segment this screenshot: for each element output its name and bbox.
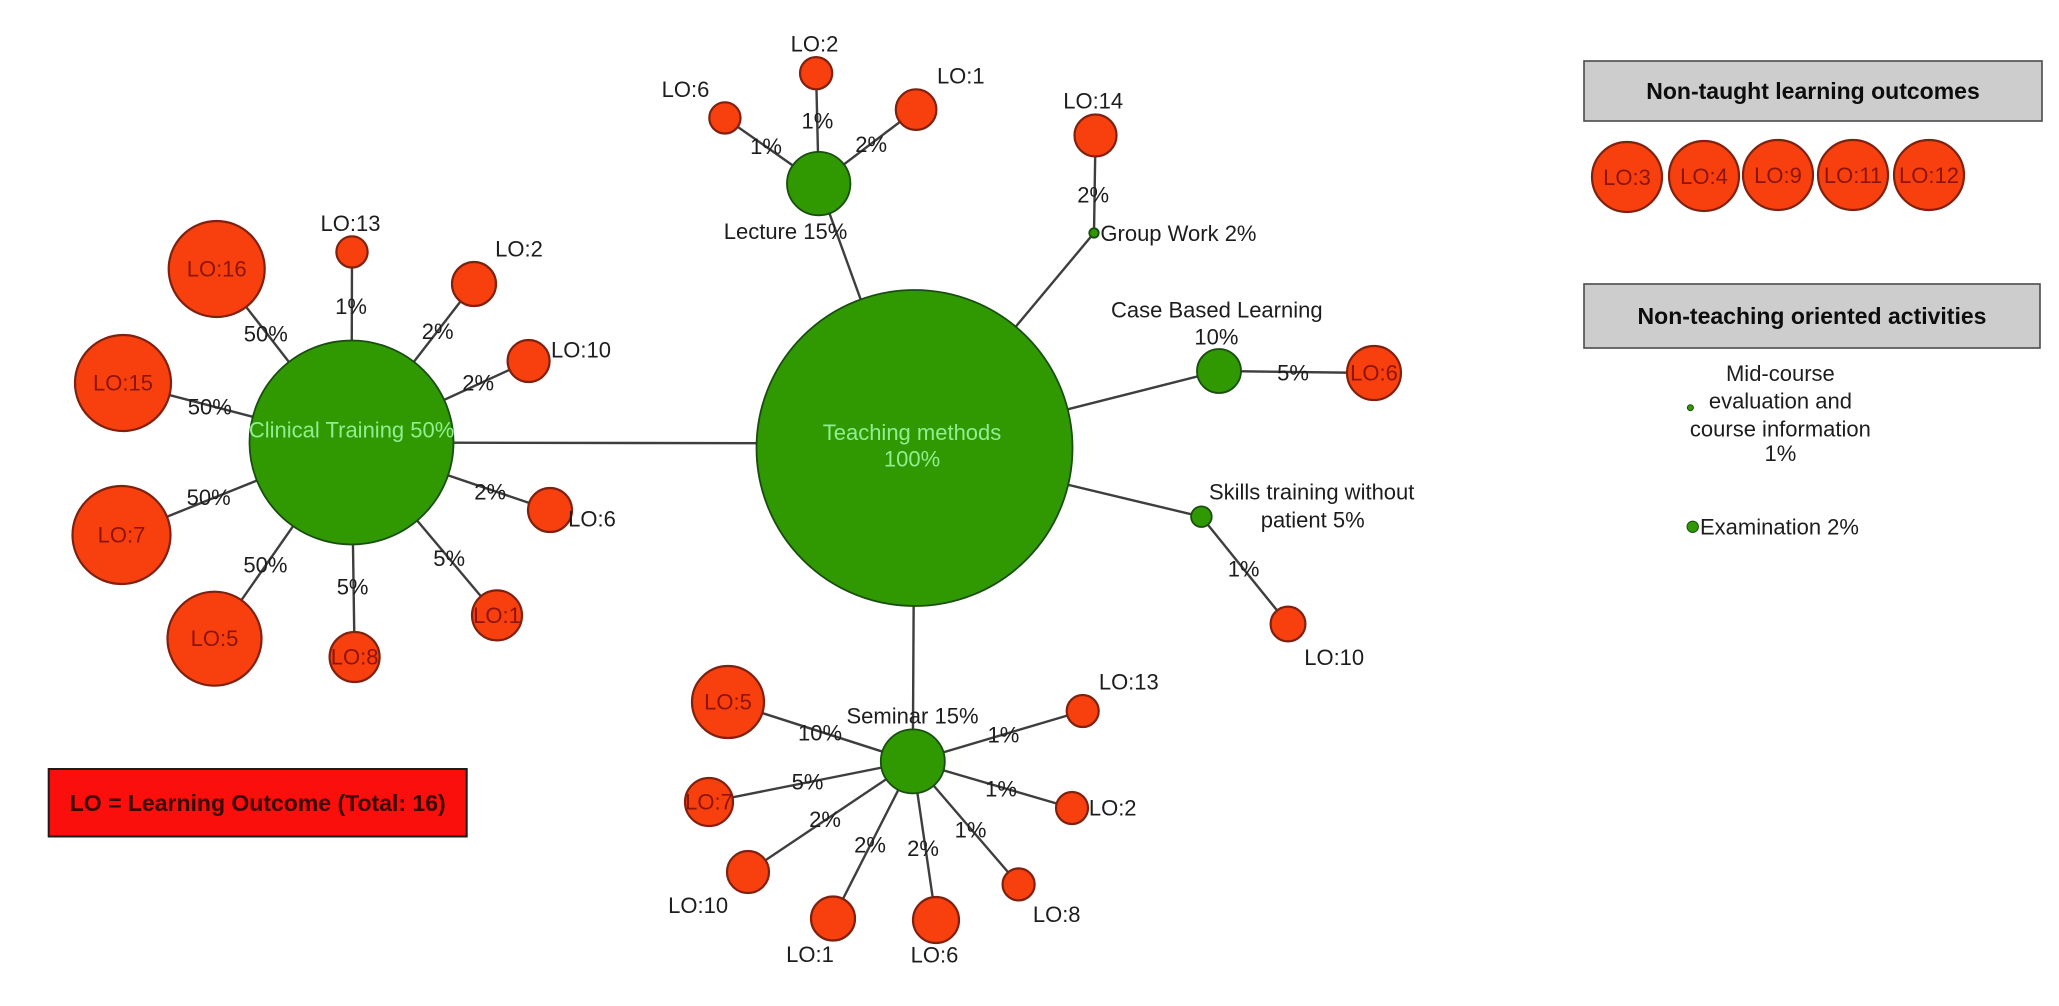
- svg-text:10%: 10%: [1194, 324, 1238, 349]
- svg-text:5%: 5%: [1277, 361, 1309, 386]
- svg-text:course information: course information: [1690, 416, 1871, 441]
- svg-text:patient 5%: patient 5%: [1261, 508, 1365, 533]
- svg-text:2%: 2%: [462, 370, 494, 395]
- svg-text:5%: 5%: [433, 546, 465, 571]
- svg-text:LO:6: LO:6: [1350, 361, 1398, 386]
- svg-text:LO:13: LO:13: [321, 211, 381, 236]
- svg-text:2%: 2%: [422, 319, 454, 344]
- svg-text:1%: 1%: [750, 134, 782, 159]
- svg-text:Non-taught learning outcomes: Non-taught learning outcomes: [1646, 78, 1980, 104]
- svg-text:10%: 10%: [798, 721, 842, 746]
- svg-text:5%: 5%: [792, 770, 824, 795]
- svg-text:LO:5: LO:5: [704, 690, 752, 715]
- svg-text:2%: 2%: [809, 807, 841, 832]
- svg-text:Group Work 2%: Group Work 2%: [1100, 221, 1256, 246]
- svg-text:50%: 50%: [244, 322, 288, 347]
- svg-text:LO:10: LO:10: [1304, 645, 1364, 670]
- svg-text:100%: 100%: [884, 447, 940, 472]
- svg-text:1%: 1%: [955, 818, 987, 843]
- svg-text:1%: 1%: [985, 777, 1017, 802]
- svg-text:Mid-course: Mid-course: [1726, 361, 1835, 386]
- svg-text:Non-teaching oriented activiti: Non-teaching oriented activities: [1638, 303, 1987, 329]
- svg-text:1%: 1%: [802, 108, 834, 133]
- svg-text:Teaching methods: Teaching methods: [823, 420, 1002, 445]
- svg-text:2%: 2%: [474, 479, 506, 504]
- svg-text:LO:9: LO:9: [1754, 163, 1802, 188]
- svg-text:LO:3: LO:3: [1603, 165, 1651, 190]
- svg-text:50%: 50%: [187, 485, 231, 510]
- svg-text:LO:5: LO:5: [191, 626, 239, 651]
- svg-text:Lecture 15%: Lecture 15%: [724, 219, 848, 244]
- svg-text:LO:1: LO:1: [473, 603, 521, 628]
- svg-text:5%: 5%: [337, 574, 369, 599]
- svg-text:LO:7: LO:7: [98, 523, 146, 548]
- svg-text:LO:16: LO:16: [187, 257, 247, 282]
- svg-text:Examination 2%: Examination 2%: [1700, 514, 1859, 539]
- svg-text:Seminar 15%: Seminar 15%: [846, 704, 978, 729]
- svg-text:50%: 50%: [243, 553, 287, 578]
- svg-text:LO:8: LO:8: [331, 645, 379, 670]
- svg-text:2%: 2%: [855, 132, 887, 157]
- svg-text:LO:2: LO:2: [1089, 796, 1137, 821]
- svg-text:LO:1: LO:1: [937, 63, 985, 88]
- svg-text:LO:13: LO:13: [1099, 670, 1159, 695]
- svg-text:1%: 1%: [335, 294, 367, 319]
- svg-text:2%: 2%: [1077, 182, 1109, 207]
- svg-text:Case Based Learning: Case Based Learning: [1111, 298, 1323, 323]
- svg-text:LO:11: LO:11: [1824, 163, 1882, 188]
- svg-text:LO:4: LO:4: [1680, 164, 1728, 189]
- svg-text:1%: 1%: [988, 723, 1020, 748]
- svg-text:LO:10: LO:10: [668, 893, 728, 918]
- svg-text:Skills training without: Skills training without: [1209, 479, 1414, 504]
- svg-text:2%: 2%: [907, 836, 939, 861]
- svg-text:LO:8: LO:8: [1033, 902, 1081, 927]
- svg-text:LO:14: LO:14: [1063, 88, 1123, 113]
- svg-text:LO:12: LO:12: [1899, 163, 1959, 188]
- svg-text:Clinical Training 50%: Clinical Training 50%: [249, 418, 454, 443]
- svg-text:2%: 2%: [854, 833, 886, 858]
- svg-text:LO = Learning Outcome (Total:: LO = Learning Outcome (Total: 16): [70, 790, 446, 816]
- svg-text:LO:6: LO:6: [911, 943, 959, 968]
- svg-text:evaluation and: evaluation and: [1709, 388, 1852, 413]
- svg-text:LO:2: LO:2: [791, 32, 839, 57]
- svg-text:LO:10: LO:10: [551, 338, 611, 363]
- svg-text:50%: 50%: [188, 395, 232, 420]
- svg-text:LO:6: LO:6: [568, 507, 616, 532]
- svg-text:1%: 1%: [1228, 557, 1260, 582]
- svg-text:LO:2: LO:2: [495, 237, 543, 262]
- svg-text:LO:15: LO:15: [93, 371, 153, 396]
- svg-text:LO:6: LO:6: [662, 77, 710, 102]
- svg-text:LO:7: LO:7: [685, 790, 733, 815]
- svg-text:LO:1: LO:1: [786, 942, 834, 967]
- svg-text:1%: 1%: [1765, 441, 1797, 466]
